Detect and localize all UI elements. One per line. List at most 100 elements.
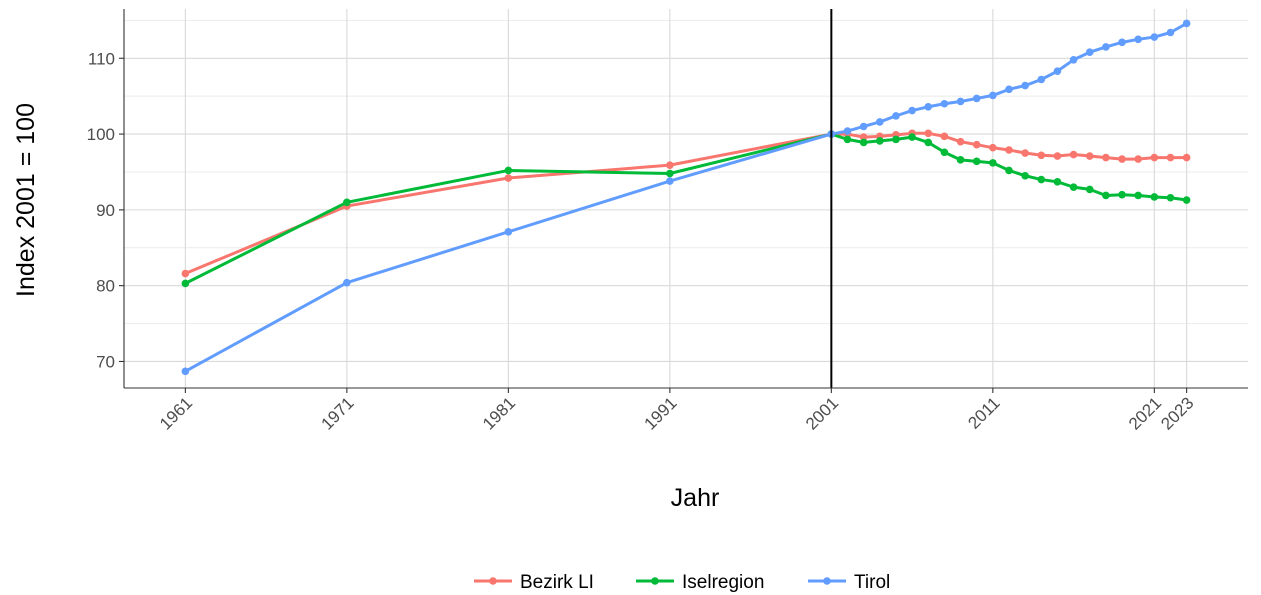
x-axis-title: Jahr: [671, 484, 720, 512]
legend-label: Bezirk LI: [520, 572, 594, 593]
data-point-tirol: [1166, 28, 1175, 37]
data-point-bezirk-li: [1069, 150, 1078, 159]
y-tick-label: 100: [87, 125, 115, 144]
data-point-bezirk-li: [956, 137, 965, 146]
legend-label: Tirol: [854, 572, 890, 593]
series-bezirk-li: [181, 129, 1191, 278]
data-point-tirol: [1118, 38, 1126, 47]
data-point-iselregion: [1021, 171, 1029, 180]
data-point-tirol: [972, 94, 981, 103]
data-point-iselregion: [859, 138, 868, 147]
data-point-bezirk-li: [1085, 152, 1094, 160]
data-point-iselregion: [924, 138, 933, 147]
data-point-tirol: [924, 102, 933, 111]
x-tick-label: 2001: [802, 393, 842, 433]
data-point-bezirk-li: [989, 143, 997, 152]
data-point-bezirk-li: [940, 132, 949, 141]
series-line-bezirk-li: [184, 131, 1187, 275]
data-point-iselregion: [972, 157, 981, 166]
y-axis-ticks: 70 80 90 100 110: [87, 49, 124, 371]
legend-label: Iselregion: [682, 572, 764, 593]
data-point-bezirk-li: [1053, 152, 1062, 160]
data-point-iselregion: [504, 166, 513, 175]
x-tick-label: 1971: [318, 393, 358, 433]
data-point-bezirk-li: [1021, 149, 1029, 157]
data-point-iselregion: [1134, 191, 1142, 200]
data-point-tirol: [1069, 55, 1078, 64]
data-point-iselregion: [1037, 175, 1046, 184]
data-point-tirol: [1053, 67, 1062, 75]
data-point-bezirk-li: [181, 269, 190, 278]
data-point-iselregion: [1005, 166, 1013, 175]
x-tick-label: 2011: [964, 393, 1003, 432]
data-point-bezirk-li: [1134, 155, 1142, 163]
data-point-iselregion: [956, 156, 965, 164]
data-point-iselregion: [1150, 193, 1159, 201]
data-point-iselregion: [1053, 178, 1062, 186]
data-point-iselregion: [1118, 190, 1126, 199]
y-tick-label: 90: [96, 201, 115, 220]
legend-item-iselregion: Iselregion: [636, 572, 764, 593]
data-point-tirol: [1134, 35, 1142, 44]
data-point-iselregion: [908, 133, 916, 141]
data-point-tirol: [666, 177, 674, 185]
data-point-iselregion: [1166, 193, 1175, 202]
data-point-iselregion: [989, 159, 997, 167]
data-point-tirol: [343, 278, 351, 287]
data-point-iselregion: [940, 148, 949, 157]
data-point-iselregion: [666, 169, 674, 178]
data-point-tirol: [989, 91, 997, 100]
data-point-bezirk-li: [1118, 155, 1126, 163]
data-point-tirol: [1021, 81, 1029, 90]
minor-gridlines: [124, 19, 1248, 325]
data-point-tirol: [956, 97, 965, 106]
data-point-tirol: [940, 99, 949, 108]
data-point-iselregion: [1102, 191, 1110, 200]
data-point-iselregion: [843, 135, 852, 144]
y-tick-label: 70: [96, 352, 115, 371]
x-tick-label: 1991: [640, 393, 680, 433]
y-tick-label: 80: [96, 277, 115, 296]
data-point-tirol: [875, 118, 884, 126]
x-tick-label: 2021: [1125, 393, 1165, 433]
data-point-tirol: [859, 122, 868, 131]
data-point-iselregion: [1069, 183, 1078, 191]
legend: Bezirk LI Iselregion Tirol: [474, 572, 890, 593]
legend-key-point: [651, 577, 659, 585]
y-axis-title: Index 2001 = 100: [12, 103, 40, 297]
data-point-tirol: [892, 112, 900, 120]
data-point-bezirk-li: [859, 133, 868, 141]
series-tirol: [181, 19, 1191, 376]
data-point-tirol: [1182, 19, 1191, 28]
legend-key-point: [823, 577, 831, 585]
data-point-tirol: [1150, 33, 1159, 41]
legend-item-tirol: Tirol: [808, 572, 890, 593]
data-point-bezirk-li: [1037, 151, 1046, 160]
x-tick-label: 2023: [1157, 393, 1197, 433]
x-tick-label: 1981: [479, 393, 519, 433]
data-point-tirol: [181, 367, 190, 376]
data-point-tirol: [843, 127, 852, 135]
data-point-iselregion: [181, 279, 190, 288]
data-point-iselregion: [892, 135, 900, 144]
data-point-bezirk-li: [666, 161, 674, 169]
series-line-iselregion: [184, 132, 1187, 285]
data-point-iselregion: [343, 198, 351, 207]
data-point-tirol: [1102, 43, 1110, 51]
data-point-iselregion: [1182, 196, 1191, 204]
data-point-tirol: [1005, 85, 1013, 94]
data-point-bezirk-li: [1005, 146, 1013, 154]
data-point-bezirk-li: [504, 174, 513, 182]
data-point-tirol: [908, 106, 916, 115]
major-gridlines: [124, 9, 1248, 388]
data-point-iselregion: [1085, 185, 1094, 194]
series-layer: [181, 19, 1191, 376]
data-point-iselregion: [875, 137, 884, 145]
data-point-tirol: [504, 228, 513, 236]
data-point-tirol: [1085, 48, 1094, 57]
data-point-bezirk-li: [924, 129, 933, 138]
data-point-bezirk-li: [1102, 153, 1110, 162]
data-point-bezirk-li: [972, 140, 981, 149]
data-point-bezirk-li: [1166, 153, 1175, 162]
